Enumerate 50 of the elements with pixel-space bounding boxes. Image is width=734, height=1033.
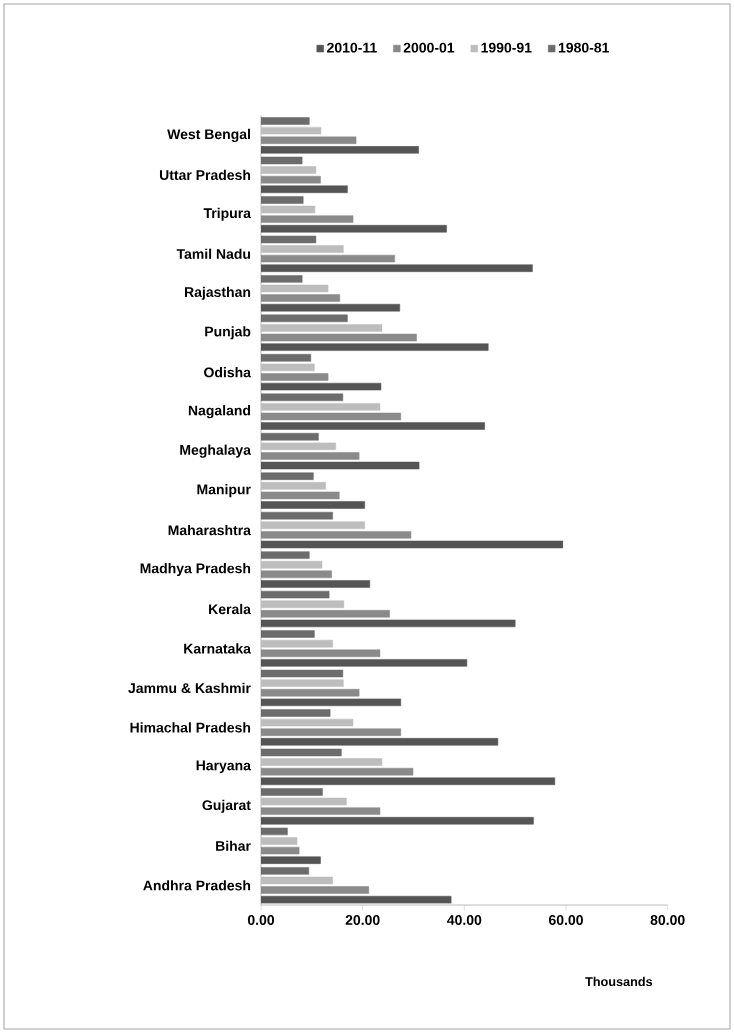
y-tick-label: Manipur	[197, 484, 251, 498]
bar	[261, 669, 344, 678]
bar	[261, 551, 310, 559]
y-tick-label: Uttar Pradesh	[159, 169, 251, 181]
bar	[261, 354, 312, 362]
bar	[261, 788, 323, 796]
bar	[261, 117, 310, 125]
x-axis-title: Thousands	[585, 976, 653, 987]
legend-label: 1990-91	[481, 42, 532, 53]
x-tick-label: 60.00	[548, 915, 583, 925]
bar	[261, 433, 319, 441]
y-tick-label: Karnataka	[184, 643, 252, 654]
y-tick-label: Rajasthan	[184, 286, 251, 300]
legend-label: 1980-81	[558, 42, 609, 53]
y-tick-label: Meghalaya	[180, 444, 252, 458]
y-tick-label: Odisha	[204, 367, 252, 378]
y-tick-label: Nagaland	[188, 405, 251, 419]
bar	[261, 630, 315, 638]
y-tick-label: Punjab	[205, 326, 251, 340]
bar	[261, 196, 304, 204]
bar	[261, 156, 303, 165]
y-tick-label: Tamil Nadu	[176, 248, 251, 259]
bar	[261, 235, 317, 244]
x-tick-label: 80.00	[650, 915, 685, 925]
y-tick-label: Bihar	[216, 840, 251, 851]
y-tick-label: Maharashtra	[168, 524, 252, 536]
x-tick-label: 20.00	[345, 915, 380, 925]
legend-label: 2000-01	[403, 42, 455, 53]
bar	[261, 827, 288, 836]
bar	[261, 314, 348, 323]
y-tick-label: Kerala	[209, 603, 252, 615]
x-tick-label: 40.00	[447, 915, 482, 925]
bar	[261, 748, 342, 757]
legend-label: 2010-11	[327, 42, 377, 53]
bar	[261, 590, 330, 599]
bar	[261, 867, 310, 875]
bar	[261, 393, 344, 402]
y-tick-label: Tripura	[203, 207, 252, 221]
y-tick-label: Jammu & Kashmir	[128, 682, 251, 694]
bar	[261, 472, 314, 480]
y-tick-label: West Bengal	[167, 128, 250, 142]
y-tick-label: Himachal Pradesh	[130, 722, 251, 733]
y-tick-label: Madhya Pradesh	[140, 563, 251, 577]
bar	[261, 709, 331, 717]
bar	[261, 275, 303, 283]
y-tick-label: Andhra Pradesh	[143, 880, 251, 891]
bar	[261, 511, 333, 520]
x-tick-label: 0.00	[247, 915, 275, 925]
y-tick-label: Haryana	[196, 760, 252, 774]
y-tick-label: Gujarat	[202, 799, 251, 813]
